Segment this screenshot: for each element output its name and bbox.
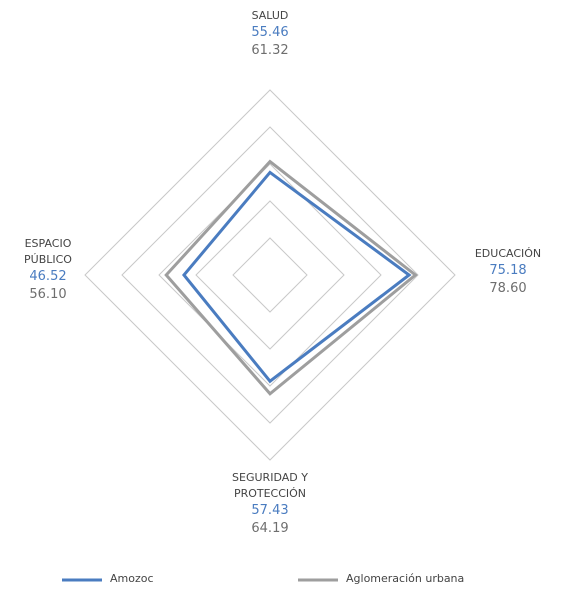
legend-label: Amozoc (110, 572, 154, 585)
series-line (164, 159, 418, 396)
value-label: 56.10 (29, 287, 67, 302)
value-label: 55.46 (251, 25, 289, 40)
axis-label-group: SEGURIDAD Y PROTECCIÓN 57.43 64.19 (210, 470, 330, 538)
grid-ring (195, 200, 345, 350)
axis-label: SEGURIDAD Y PROTECCIÓN (232, 471, 308, 500)
axis-label-group: SALUD 55.46 61.32 (210, 8, 330, 60)
value-label: 64.19 (251, 521, 289, 536)
grid-ring (121, 126, 419, 424)
value-label: 61.32 (251, 43, 289, 58)
axis-label-group: ESPACIO PÚBLICO 46.52 56.10 (0, 236, 108, 304)
grid-ring (158, 163, 382, 387)
axis-label: ESPACIO PÚBLICO (24, 237, 72, 266)
value-label: 78.60 (489, 281, 527, 296)
value-label: 46.52 (29, 269, 67, 284)
axis-label: SALUD (251, 9, 289, 22)
axis-label-group: EDUCACIÓN 75.18 78.60 (448, 246, 566, 298)
value-label: 75.18 (489, 263, 527, 278)
grid-ring (84, 89, 456, 461)
axis-label: EDUCACIÓN (474, 247, 542, 260)
value-label: 57.43 (251, 503, 289, 518)
grid-ring (232, 237, 308, 313)
legend-label: Aglomeración urbana (346, 572, 465, 585)
series-line (181, 170, 412, 384)
